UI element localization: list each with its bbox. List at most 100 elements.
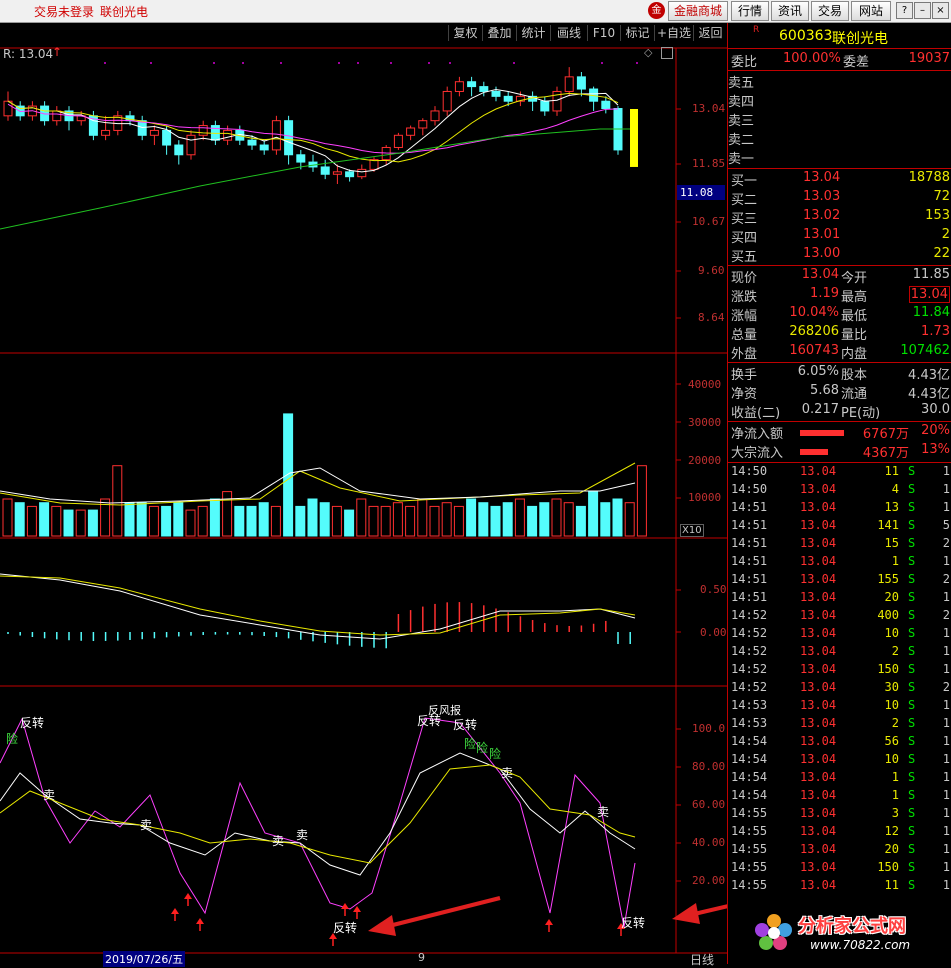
tick-p: 13.04 [800, 518, 837, 532]
tick-p: 13.04 [800, 770, 837, 784]
chart-expand-icon[interactable] [661, 47, 673, 59]
watermark-logo-icon [754, 912, 794, 952]
login-status[interactable]: 交易未登录 [34, 5, 95, 19]
tick-p: 13.04 [800, 860, 837, 874]
stock-code: 600363 [779, 28, 833, 44]
tick-n: 2 [942, 680, 950, 694]
tick-s: S [908, 626, 916, 640]
tick-s: S [908, 860, 916, 874]
current-price-tag-bg [677, 185, 725, 200]
tick-v: 1 [891, 554, 899, 568]
macd-tick-1: 0.50 [700, 583, 727, 596]
stat-row-3: 涨幅 10.04% 最低 11.84 [728, 305, 951, 324]
chart-options-icon[interactable]: ◇ [644, 46, 653, 59]
period-label[interactable]: 日线 [690, 953, 715, 967]
stat2-row-2-label1: 净资 [731, 387, 758, 402]
signal-risk: 险 [6, 732, 19, 746]
tick-n: 1 [942, 734, 950, 748]
mall-button[interactable]: 金融商城 [668, 1, 728, 21]
flow-row-1: 净流入额 6767万 20% [728, 423, 951, 442]
stat-row-4-label1: 总量 [731, 328, 758, 343]
flow-row-1-label: 净流入额 [731, 427, 784, 442]
signal-reverse: 反转 [417, 714, 442, 728]
volume-tick-1: 40000 [688, 378, 722, 391]
toolbar-add-favorite[interactable]: +自选 [654, 25, 693, 41]
tick-p: 13.04 [800, 482, 837, 496]
toolbar-f10[interactable]: F10 [587, 25, 620, 41]
tick-v: 155 [877, 572, 899, 586]
tick-v: 4 [891, 482, 899, 496]
tick-t: 14:54 [731, 752, 768, 766]
price-legend: R: 13.04 [3, 47, 54, 61]
price-tick-3: 10.67 [692, 215, 726, 228]
tick-v: 1 [891, 788, 899, 802]
tick-t: 14:54 [731, 734, 768, 748]
watermark: 分析家公式网 www.70822.com [752, 910, 951, 964]
tick-row: 14:51 13.04 141 S 5 [728, 518, 951, 536]
minimize-icon[interactable]: – [914, 2, 931, 19]
tick-s: S [908, 698, 916, 712]
stat-row-3-label1: 涨幅 [731, 309, 758, 324]
tick-v: 13 [884, 500, 899, 514]
stat-row-2-value1: 1.19 [810, 286, 839, 301]
tick-t: 14:55 [731, 878, 768, 892]
tick-row: 14:52 13.04 30 S 2 [728, 680, 951, 698]
tick-v: 2 [891, 716, 899, 730]
tick-row: 14:52 13.04 2 S 1 [728, 644, 951, 662]
signal-reverse: 反转 [333, 921, 358, 935]
toolbar-fuquan[interactable]: 复权 [448, 25, 482, 41]
tick-s: S [908, 824, 916, 838]
tick-row: 14:55 13.04 20 S 1 [728, 842, 951, 860]
tick-n: 1 [942, 878, 950, 892]
buy-level-1-label: 买一 [731, 174, 758, 189]
flow-row-2: 大宗流入 4367万 13% [728, 442, 951, 461]
annotation-arrows [368, 896, 727, 936]
stat2-row-3-value2: 30.0 [921, 402, 950, 417]
sell-level-2: 卖二 [728, 133, 755, 148]
tick-v: 141 [877, 518, 899, 532]
stat-row-4-value1: 268206 [789, 324, 839, 339]
tick-row: 14:53 13.04 10 S 1 [728, 698, 951, 716]
tick-n: 1 [942, 752, 950, 766]
buy-level-2: 买二 13.03 72 [728, 189, 951, 208]
macd-tick-2: 0.00 [700, 626, 727, 639]
watermark-url: www.70822.com [810, 938, 911, 952]
tick-n: 1 [942, 500, 950, 514]
tick-p: 13.04 [800, 842, 837, 856]
flow-row-1-percent: 20% [921, 423, 950, 438]
signal-sell: 卖 [140, 818, 153, 832]
stat-row-1: 现价 13.04 今开 11.85 [728, 267, 951, 286]
mall-logo-icon[interactable]: 金 [648, 2, 665, 19]
trade-button[interactable]: 交易 [811, 1, 849, 21]
tick-s: S [908, 878, 916, 892]
flow-row-2-percent: 13% [921, 442, 950, 457]
close-icon[interactable]: × [932, 2, 949, 19]
tick-s: S [908, 680, 916, 694]
volume-tick-2: 30000 [688, 416, 722, 429]
title-stock-name: 联创光电 [100, 5, 149, 19]
stat-row-4-label2: 量比 [841, 328, 868, 343]
signal-sell: 卖 [296, 828, 309, 842]
toolbar-overlay[interactable]: 叠加 [482, 25, 516, 41]
toolbar-mark[interactable]: 标记 [620, 25, 654, 41]
chart-area[interactable] [0, 43, 727, 964]
toolbar-draw[interactable]: 画线 [550, 25, 587, 41]
stat-row-2-value2: 13.04 [908, 286, 950, 303]
stat-row-1-value2: 11.85 [912, 267, 950, 282]
tick-v: 10 [884, 752, 899, 766]
toolbar-back[interactable]: 返回 [693, 25, 727, 41]
tick-n: 1 [942, 698, 950, 712]
news-button[interactable]: 资讯 [771, 1, 809, 21]
buy-level-2-volume: 72 [933, 189, 950, 204]
tick-t: 14:50 [731, 464, 768, 478]
tick-s: S [908, 572, 916, 586]
toolbar-stats[interactable]: 统计 [516, 25, 550, 41]
website-button[interactable]: 网站 [851, 1, 891, 21]
quotes-button[interactable]: 行情 [731, 1, 769, 21]
tick-row: 14:51 13.04 15 S 2 [728, 536, 951, 554]
tick-v: 2 [891, 644, 899, 658]
marker-dot [150, 62, 152, 64]
moving-average-lines [0, 89, 630, 230]
tick-s: S [908, 752, 916, 766]
help-icon[interactable]: ? [896, 2, 913, 19]
